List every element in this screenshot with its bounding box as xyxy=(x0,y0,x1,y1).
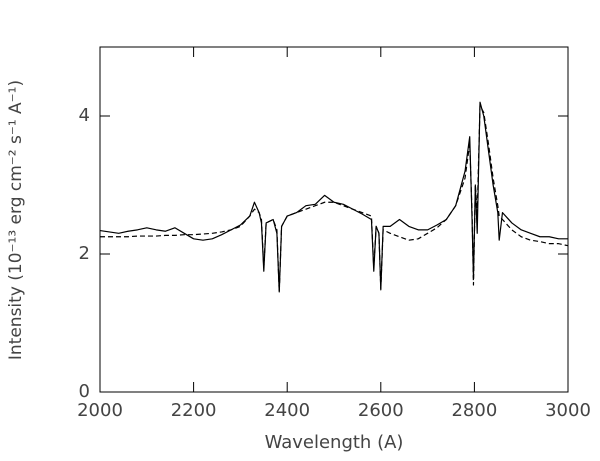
model-line xyxy=(100,105,569,293)
x-tick-label: 2800 xyxy=(451,400,497,421)
spectrum-line xyxy=(99,101,568,293)
x-tick-label: 3000 xyxy=(545,400,591,421)
y-axis-label: Intensity (10⁻¹³ erg cm⁻² s⁻¹ A⁻¹) xyxy=(6,80,26,360)
x-axis-label: Wavelength (A) xyxy=(265,432,404,453)
y-tick-label: 0 xyxy=(79,381,90,402)
x-tick-label: 2000 xyxy=(77,400,123,421)
plot-frame xyxy=(99,46,569,393)
x-tick-label: 2400 xyxy=(264,400,310,421)
y-tick-label: 2 xyxy=(79,243,90,264)
x-tick-label: 2600 xyxy=(358,400,404,421)
x-tick-label: 2200 xyxy=(171,400,217,421)
y-tick-label: 4 xyxy=(79,105,90,126)
